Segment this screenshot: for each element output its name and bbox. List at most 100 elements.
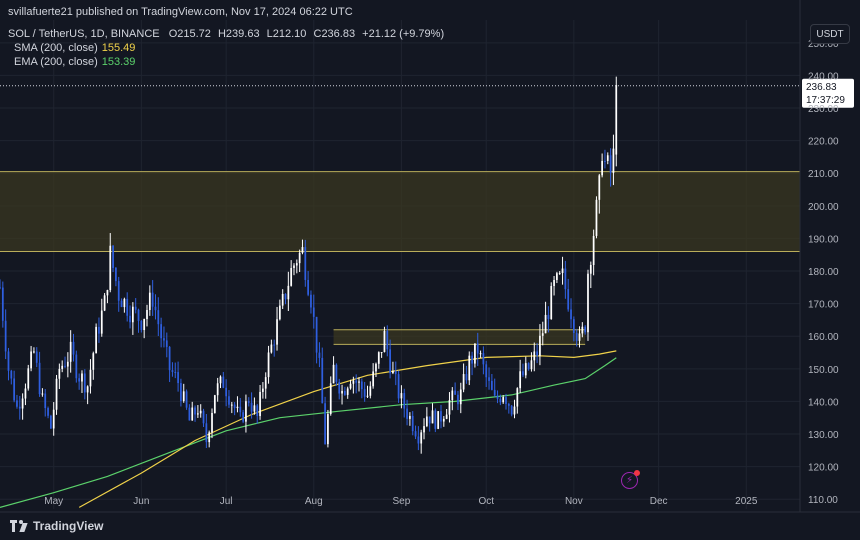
candle-body	[524, 363, 527, 376]
legend-sma[interactable]: SMA (200, close) 155.49	[14, 42, 135, 54]
candle-body	[290, 268, 293, 286]
x-tick-label: 2025	[735, 496, 758, 507]
y-tick-label: 110.00	[808, 495, 838, 506]
candle-body	[180, 383, 182, 402]
candle-body	[83, 373, 86, 393]
candle-body	[392, 370, 394, 374]
candle-body	[92, 353, 95, 370]
candle-body	[86, 386, 89, 393]
tradingview-branding[interactable]: TradingView	[10, 519, 103, 533]
candle-body	[493, 389, 496, 396]
candle-body	[561, 268, 564, 274]
candle-body	[355, 380, 358, 383]
candle-body	[171, 370, 174, 372]
legend-ema[interactable]: EMA (200, close) 153.39	[14, 56, 135, 68]
candle-body	[567, 289, 570, 310]
candle-body	[78, 378, 81, 382]
candle-body	[154, 306, 157, 311]
candle-body	[592, 235, 595, 266]
candle-body	[18, 406, 21, 409]
candle-body	[406, 408, 408, 419]
candle-body	[324, 403, 326, 445]
candle-body	[185, 391, 188, 408]
candle-body	[496, 395, 499, 399]
candle-body	[304, 247, 307, 280]
candle-body	[191, 407, 194, 421]
high-label: H	[217, 28, 226, 40]
ema-200-path	[0, 357, 617, 508]
candle-body	[612, 148, 615, 173]
candle-body	[298, 252, 301, 264]
y-tick-label: 120.00	[808, 463, 839, 474]
candle-body	[129, 315, 131, 323]
candle-body	[163, 338, 165, 341]
x-tick-label: Jun	[133, 496, 149, 507]
candle-body	[434, 410, 437, 429]
candle-body	[72, 341, 75, 355]
legend-sma-value: 155.49	[101, 42, 136, 54]
candle-body	[61, 365, 64, 369]
candle-body	[21, 398, 24, 409]
ema-line	[0, 357, 617, 508]
candle-body	[474, 343, 476, 364]
candle-body	[222, 376, 225, 388]
candle-body	[448, 400, 451, 415]
candle-body	[341, 390, 343, 394]
candle-body	[75, 354, 78, 379]
candle-body	[522, 371, 524, 376]
currency-unit-button[interactable]: USDT	[810, 24, 850, 44]
candle-body	[140, 320, 143, 331]
candle-body	[109, 245, 112, 291]
candle-body	[55, 378, 58, 410]
candle-body	[335, 364, 338, 382]
countdown-label: 17:37:29	[806, 95, 845, 106]
candle-body	[360, 381, 363, 390]
candle-body	[267, 352, 270, 378]
candle-body	[273, 344, 276, 346]
candle-body	[35, 351, 38, 363]
candle-body	[38, 362, 41, 395]
candle-body	[52, 409, 55, 429]
last-price-line: 236.83 17:37:29	[0, 78, 854, 108]
x-tick-label: Nov	[565, 496, 583, 507]
candle-body	[301, 247, 304, 253]
candle-body	[547, 314, 550, 320]
sma-line	[78, 350, 617, 508]
candle-body	[476, 343, 479, 354]
candle-body	[27, 368, 30, 389]
candle-body	[225, 387, 228, 397]
candle-body	[310, 294, 312, 308]
candle-body	[58, 368, 61, 379]
legend-ema-value: 153.39	[101, 56, 136, 68]
candle-body	[442, 418, 445, 422]
candle-body	[146, 310, 148, 320]
candle-body	[502, 397, 505, 403]
candle-body	[383, 330, 386, 353]
candle-body	[131, 306, 134, 323]
candle-body	[270, 344, 273, 353]
candle-body	[69, 341, 72, 362]
candle-body	[205, 423, 208, 443]
candle-body	[578, 333, 581, 341]
candle-body	[126, 298, 129, 316]
candle-body	[366, 395, 369, 397]
candle-body	[287, 285, 290, 300]
candle-body	[346, 388, 349, 395]
candle-body	[386, 330, 389, 350]
candle-body	[293, 265, 295, 269]
candle-body	[253, 405, 256, 412]
candle-body	[338, 381, 341, 394]
candle-body	[281, 293, 284, 306]
candle-body	[264, 377, 267, 389]
candle-body	[30, 351, 32, 369]
lightning-icon[interactable]: ⚡	[621, 470, 640, 489]
candle-body	[530, 360, 533, 370]
candle-body	[219, 376, 222, 384]
candle-body	[188, 407, 191, 421]
candle-body	[539, 335, 541, 356]
candle-body	[397, 374, 400, 399]
tradingview-logo-icon	[10, 520, 28, 532]
candle-body	[168, 346, 171, 371]
candle-body	[148, 292, 151, 311]
